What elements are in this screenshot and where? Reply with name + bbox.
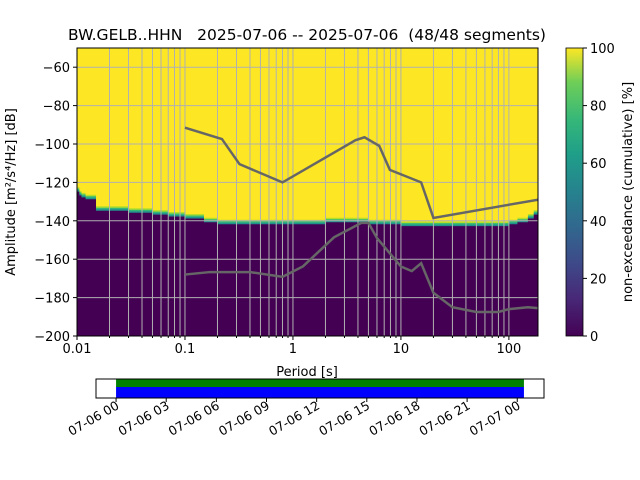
colorbar-label: non-exceedance (cumulative) [%] (621, 82, 636, 302)
nhnm-line (184, 126, 538, 220)
y-tick-label: −160 (34, 253, 70, 268)
timeline-frame (95, 378, 545, 399)
colorbar (565, 47, 584, 337)
timeline-coverage-green (116, 379, 524, 387)
timeline-tick-label: 07-07 00 (467, 398, 523, 439)
ppsd-plot-area (77, 48, 538, 336)
timeline-tick-label: 07-06 15 (316, 398, 372, 439)
y-tick-label: −200 (34, 330, 70, 345)
colorbar-tick-label: 60 (590, 157, 607, 172)
y-tick-label: −180 (34, 292, 70, 307)
colorbar-ticks: 0 20 40 60 80 100 (583, 42, 615, 345)
timeline-tick-label: 07-06 12 (266, 398, 322, 439)
y-tick-label: −120 (34, 176, 70, 191)
y-tick-label: −100 (34, 138, 70, 153)
timeline-tick-label: 07-06 00 (65, 398, 121, 439)
colorbar-tick-label: 40 (590, 215, 607, 230)
x-tick-label: 10 (393, 342, 410, 357)
nlnm-line (184, 221, 538, 314)
x-tick-label: 0.1 (175, 342, 196, 357)
plot-frame (76, 47, 539, 337)
colorbar-tick-label: 20 (590, 272, 607, 287)
x-tick-label: 100 (496, 342, 521, 357)
y-axis-label: Amplitude [m²/s⁴/Hz] [dB] (4, 108, 19, 276)
x-axis-label: Period [s] (276, 365, 338, 380)
timeline-tick-label: 07-06 06 (166, 398, 222, 439)
chart-title: BW.GELB..HHN 2025-07-06 -- 2025-07-06 (4… (68, 26, 546, 44)
colorbar-tick-label: 80 (590, 100, 607, 115)
y-tick-label: −80 (43, 100, 70, 115)
y-tick-label: −60 (43, 61, 70, 76)
timeline-tick-label: 07-06 09 (216, 398, 272, 439)
colorbar-tick-label: 0 (590, 330, 598, 345)
timeline-tick-label: 07-06 18 (366, 398, 422, 439)
timeline-coverage-blue (116, 387, 524, 398)
timeline-tick-label: 07-06 21 (416, 398, 472, 439)
x-tick-label: 0.01 (63, 342, 92, 357)
colorbar-tick-label: 100 (590, 42, 615, 57)
x-tick-label: 1 (289, 342, 297, 357)
ppsd-axes: 0.01 0.1 1 10 100 −60 −80 −100 −120 −140 −160 −180 −… (34, 47, 539, 357)
y-tick-label: −140 (34, 215, 70, 230)
timeline-tick-label: 07-06 03 (116, 398, 172, 439)
